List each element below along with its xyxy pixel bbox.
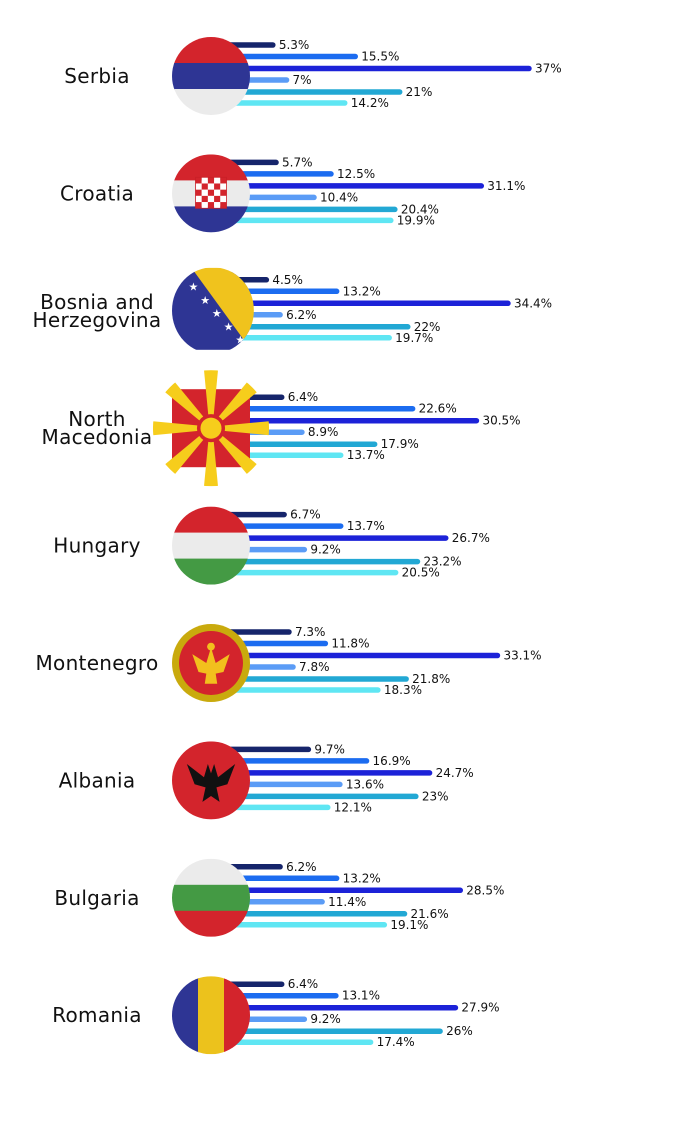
value-label-albania-1: 9.7% xyxy=(314,742,345,756)
country-label-bosnia-and-herzegovina: Bosnia and Herzegovina xyxy=(33,290,162,332)
value-label-bulgaria-4: 11.4% xyxy=(328,895,366,909)
value-label-albania-4: 13.6% xyxy=(346,777,384,791)
value-label-croatia-4: 10.4% xyxy=(320,190,358,204)
value-label-montenegro-5: 21.8% xyxy=(412,672,450,686)
value-label-serbia-2: 15.5% xyxy=(361,50,399,64)
romania-flag-icon xyxy=(172,976,250,1055)
value-label-bulgaria-3: 28.5% xyxy=(466,883,504,897)
serbia-flag-icon xyxy=(172,37,250,115)
svg-text:★: ★ xyxy=(177,267,187,280)
country-label-romania: Romania xyxy=(52,1003,142,1027)
value-label-croatia-2: 12.5% xyxy=(337,167,375,181)
value-label-montenegro-1: 7.3% xyxy=(295,625,326,639)
value-label-bosnia-and-herzegovina-5: 22% xyxy=(414,320,441,334)
value-label-romania-3: 27.9% xyxy=(461,1001,499,1015)
value-label-bosnia-and-herzegovina-1: 4.5% xyxy=(272,273,303,287)
country-label-hungary: Hungary xyxy=(53,534,141,558)
north-macedonia-flag-icon xyxy=(152,370,270,487)
value-label-bosnia-and-herzegovina-2: 13.2% xyxy=(343,284,381,298)
albania-flag-icon xyxy=(172,741,250,820)
value-label-hungary-1: 6.7% xyxy=(290,508,321,522)
value-label-north-macedonia-3: 30.5% xyxy=(482,414,520,428)
value-label-north-macedonia-2: 22.6% xyxy=(419,402,457,416)
country-label-albania: Albania xyxy=(59,768,136,792)
country-label-croatia: Croatia xyxy=(60,181,134,205)
value-label-romania-5: 26% xyxy=(446,1024,473,1038)
country-label-north-macedonia: North Macedonia xyxy=(42,407,153,449)
value-label-hungary-4: 9.2% xyxy=(310,543,341,557)
value-label-hungary-6: 20.5% xyxy=(402,566,440,580)
value-label-serbia-5: 21% xyxy=(406,85,433,99)
value-label-croatia-5: 20.4% xyxy=(401,202,439,216)
value-label-hungary-5: 23.2% xyxy=(423,555,461,569)
value-label-croatia-6: 19.9% xyxy=(397,213,435,227)
bulgaria-flag-icon xyxy=(172,858,250,937)
value-label-montenegro-2: 11.8% xyxy=(331,637,369,651)
value-label-serbia-1: 5.3% xyxy=(279,38,310,52)
value-label-bulgaria-1: 6.2% xyxy=(286,860,317,874)
value-label-bosnia-and-herzegovina-6: 19.7% xyxy=(395,331,433,345)
svg-text:★: ★ xyxy=(212,307,222,320)
croatia-flag-icon xyxy=(172,154,250,233)
value-label-serbia-6: 14.2% xyxy=(351,96,389,110)
svg-text:★: ★ xyxy=(200,294,210,307)
value-label-croatia-3: 31.1% xyxy=(487,179,525,193)
country-label-montenegro: Montenegro xyxy=(35,651,158,675)
value-label-romania-6: 17.4% xyxy=(377,1035,415,1049)
country-label-serbia: Serbia xyxy=(64,64,130,88)
value-label-bosnia-and-herzegovina-3: 34.4% xyxy=(514,296,552,310)
value-label-serbia-3: 37% xyxy=(535,62,562,76)
value-label-serbia-4: 7% xyxy=(293,73,312,87)
bosnia-flag-icon: ★★★★★★ xyxy=(172,267,254,354)
value-label-north-macedonia-4: 8.9% xyxy=(308,425,339,439)
svg-text:★: ★ xyxy=(235,334,245,347)
value-label-montenegro-4: 7.8% xyxy=(299,660,330,674)
value-label-romania-2: 13.1% xyxy=(342,989,380,1003)
value-label-montenegro-6: 18.3% xyxy=(384,683,422,697)
value-label-croatia-1: 5.7% xyxy=(282,155,313,169)
montenegro-flag-icon xyxy=(172,624,250,702)
value-label-hungary-2: 13.7% xyxy=(347,519,385,533)
value-label-bulgaria-5: 21.6% xyxy=(411,907,449,921)
value-label-bulgaria-6: 19.1% xyxy=(390,918,428,932)
value-label-montenegro-3: 33.1% xyxy=(503,649,541,663)
value-label-hungary-3: 26.7% xyxy=(452,531,490,545)
value-label-albania-2: 16.9% xyxy=(373,754,411,768)
value-label-albania-5: 23% xyxy=(422,789,449,803)
value-label-romania-1: 6.4% xyxy=(288,977,319,991)
value-label-bosnia-and-herzegovina-4: 6.2% xyxy=(286,308,317,322)
country-label-bulgaria: Bulgaria xyxy=(54,886,139,910)
value-label-romania-4: 9.2% xyxy=(310,1012,341,1026)
value-label-bulgaria-2: 13.2% xyxy=(343,871,381,885)
svg-text:★: ★ xyxy=(224,320,234,333)
value-label-albania-3: 24.7% xyxy=(436,766,474,780)
svg-text:★: ★ xyxy=(189,281,199,294)
value-label-north-macedonia-5: 17.9% xyxy=(381,437,419,451)
value-label-albania-6: 12.1% xyxy=(334,800,372,814)
value-label-north-macedonia-1: 6.4% xyxy=(288,390,319,404)
hungary-flag-icon xyxy=(172,506,250,585)
value-label-north-macedonia-6: 13.7% xyxy=(347,448,385,462)
